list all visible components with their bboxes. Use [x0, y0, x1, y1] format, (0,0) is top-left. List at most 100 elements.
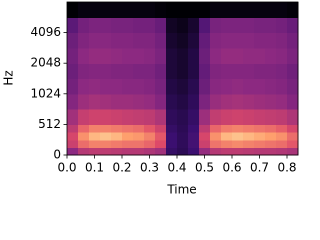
cell — [133, 32, 145, 49]
cell — [265, 47, 277, 64]
cell — [111, 93, 123, 110]
cell — [89, 47, 101, 64]
cell — [166, 109, 178, 125]
cell — [177, 2, 189, 18]
cell — [111, 63, 123, 80]
cell — [243, 147, 255, 156]
cell — [133, 132, 145, 141]
cell — [78, 139, 90, 148]
cell — [166, 124, 178, 133]
cell — [89, 139, 101, 148]
cell — [166, 17, 178, 34]
cell — [155, 93, 167, 110]
cell — [243, 2, 255, 18]
cell — [144, 63, 156, 80]
cell — [100, 78, 112, 95]
cell — [166, 78, 178, 95]
cell — [177, 47, 189, 64]
cell — [111, 32, 123, 49]
y-tick-label: 4096 — [30, 25, 61, 39]
cell — [243, 109, 255, 125]
cell — [265, 109, 277, 125]
x-tick-label: 0.4 — [167, 161, 186, 175]
x-tick-label: 0.7 — [250, 161, 269, 175]
cell — [177, 132, 189, 141]
y-tick-label: 512 — [38, 117, 61, 131]
cell — [100, 32, 112, 49]
cell — [166, 47, 178, 64]
cell — [177, 147, 189, 156]
cell — [78, 78, 90, 95]
cell — [122, 63, 134, 80]
cell — [243, 63, 255, 80]
cell — [89, 78, 101, 95]
cell — [254, 109, 266, 125]
cell — [254, 47, 266, 64]
cell — [100, 132, 112, 141]
cell — [122, 124, 134, 133]
cell — [89, 17, 101, 34]
cell — [276, 132, 288, 141]
cell — [89, 124, 101, 133]
cell — [276, 109, 288, 125]
cell — [144, 2, 156, 18]
cell — [199, 17, 211, 34]
x-axis-label: Time — [166, 183, 196, 197]
cell — [133, 93, 145, 110]
cell — [265, 2, 277, 18]
cell — [122, 132, 134, 141]
cell — [89, 93, 101, 110]
cell — [78, 124, 90, 133]
cell — [276, 139, 288, 148]
cell — [78, 47, 90, 64]
cell — [210, 109, 222, 125]
cell — [133, 78, 145, 95]
cell — [188, 147, 200, 156]
cell — [155, 17, 167, 34]
cell — [78, 63, 90, 80]
x-tick-label: 0.0 — [57, 161, 76, 175]
cell — [155, 47, 167, 64]
cell — [111, 132, 123, 141]
cell — [144, 47, 156, 64]
cell — [232, 109, 244, 125]
cell — [232, 139, 244, 148]
cell — [155, 78, 167, 95]
cell — [188, 32, 200, 49]
cell — [111, 78, 123, 95]
cell — [111, 17, 123, 34]
cell — [188, 17, 200, 34]
cell — [243, 78, 255, 95]
x-tick-label: 0.8 — [277, 161, 296, 175]
cell — [276, 147, 288, 156]
cell — [100, 2, 112, 18]
cell — [199, 47, 211, 64]
cell — [67, 147, 79, 156]
cell — [188, 2, 200, 18]
cell — [155, 63, 167, 80]
cell — [100, 109, 112, 125]
cell — [166, 132, 178, 141]
cell — [133, 17, 145, 34]
cell — [155, 32, 167, 49]
cell — [188, 78, 200, 95]
cell — [67, 2, 79, 18]
cell — [221, 132, 233, 141]
cell — [78, 93, 90, 110]
cell — [287, 139, 299, 148]
cell — [210, 63, 222, 80]
cell — [67, 109, 79, 125]
cell — [155, 124, 167, 133]
cell — [122, 78, 134, 95]
cell — [254, 17, 266, 34]
cell — [100, 93, 112, 110]
cell — [265, 147, 277, 156]
cell — [221, 78, 233, 95]
cell — [210, 139, 222, 148]
cell — [133, 139, 145, 148]
cell — [199, 147, 211, 156]
cell — [78, 147, 90, 156]
cell — [155, 139, 167, 148]
cell — [133, 109, 145, 125]
cell — [188, 109, 200, 125]
